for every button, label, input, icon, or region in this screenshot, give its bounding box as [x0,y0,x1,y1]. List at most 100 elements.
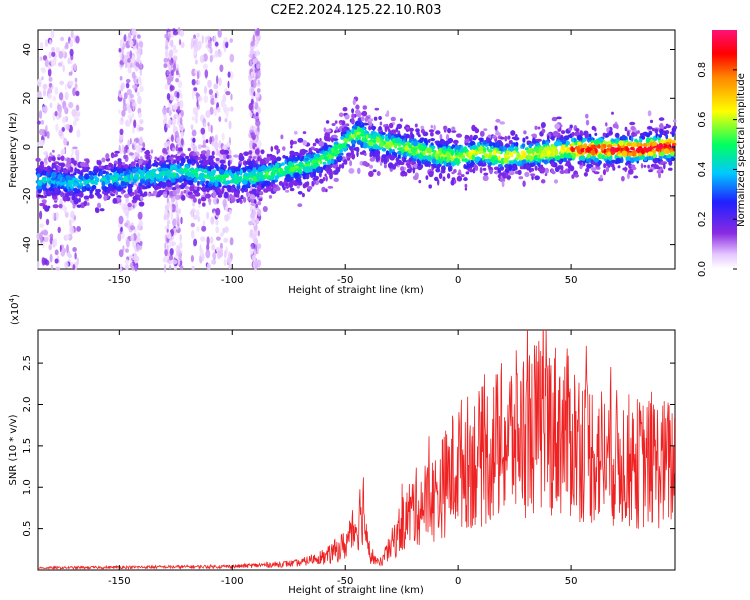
x-tick-label: -150 [108,576,131,587]
heatmap-cell [67,57,71,65]
heatmap-cell [298,161,304,168]
heatmap-cell [193,146,196,152]
heatmap-cell [194,110,199,119]
heatmap-cell [285,189,290,193]
heatmap-cell [297,203,303,208]
heatmap-cell [172,259,178,265]
y-tick-label: -20 [22,188,33,204]
heatmap-cell [256,192,260,198]
heatmap-cell [445,140,452,144]
heatmap-cell [190,124,194,130]
colorbar-ticks: 0.00.20.40.60.8 [697,62,737,277]
heatmap-cell [48,51,52,59]
heatmap-cell [386,154,390,159]
heatmap-cell [38,139,44,147]
heatmap-cell [223,237,229,243]
heatmap-cell [501,181,505,188]
heatmap-cell [37,90,42,99]
heatmap-cell [488,166,493,170]
heatmap-cell [184,186,190,190]
heatmap-cell [201,225,207,232]
x-tick-label: 50 [565,275,578,286]
heatmap-cell [48,244,52,251]
heatmap-cell [165,159,171,163]
heatmap-cell [647,126,653,130]
heatmap-cell [168,260,172,265]
heatmap-cell [123,34,127,42]
heatmap-cell [169,96,175,101]
heatmap-cell [563,152,567,158]
heatmap-cell [54,249,59,256]
heatmap-cell [170,178,176,183]
heatmap-cell [142,142,146,149]
heatmap-cell [434,176,439,182]
heatmap-cell [465,135,470,139]
heatmap-cell [605,166,610,173]
heatmap-cell [166,231,172,239]
heatmap-cell [571,131,575,137]
heatmap-cell [251,243,254,249]
heatmap-cell [513,150,517,154]
heatmap-cell [532,137,536,144]
snr-multiplier: (x104) [8,294,21,325]
heatmap-cell [207,79,212,88]
heatmap-cell [163,214,166,221]
heatmap-cell [571,146,574,153]
heatmap-cell [121,230,125,240]
heatmap-cell [139,241,143,246]
heatmap-cell [64,188,68,193]
heatmap-cell [427,139,431,143]
heatmap-cell [374,107,380,111]
heatmap-cell [525,165,532,170]
heatmap-cell [202,202,206,207]
heatmap-cell [215,207,221,216]
heatmap-cell [169,60,172,66]
heatmap-cell [243,196,247,203]
heatmap-cell [68,80,74,87]
heatmap-cell [174,178,179,183]
y-tick-label: 0.5 [22,521,33,537]
heatmap-cell [343,138,349,143]
heatmap-cell [249,49,255,55]
heatmap-cell [180,131,184,139]
heatmap-cell [211,176,216,182]
heatmap-cell [247,160,254,167]
heatmap-cell [118,167,124,174]
heatmap-cell [302,173,307,180]
heatmap-cell [555,150,559,156]
heatmap-cell [260,149,265,155]
heatmap-cell [330,137,334,143]
heatmap-cell [230,186,235,193]
heatmap-cell [364,117,368,122]
heatmap-cell [629,157,635,164]
heatmap-cell [194,186,198,191]
heatmap-cell [123,193,130,199]
heatmap-cell [574,173,579,178]
heatmap-cell [420,125,425,130]
heatmap-cell [81,168,88,173]
heatmap-cell [39,202,45,207]
heatmap-cell [139,164,144,168]
heatmap-cell [583,172,589,177]
heatmap-cell [333,144,339,151]
heatmap-cell [46,171,49,176]
heatmap-cell [604,141,608,145]
heatmap-cell [135,162,140,168]
heatmap-cell [281,162,285,166]
snr-multiplier-exp: 4 [8,297,16,302]
heatmap-cell [150,149,154,154]
snr-x-label: Height of straight line (km) [288,585,424,596]
heatmap-cell [430,132,434,137]
heatmap-cell [172,30,179,36]
heatmap-cell [540,179,546,184]
heatmap-cell [229,38,233,43]
heatmap-cell [356,146,360,153]
y-tick-label: 1.0 [22,479,33,495]
heatmap-cell [86,187,91,192]
heatmap-cell [634,138,638,143]
heatmap-cell [50,177,56,181]
heatmap-cell [69,59,73,65]
heatmap-cell [539,146,544,151]
heatmap-cell [217,29,222,38]
heatmap-cell [173,103,178,111]
